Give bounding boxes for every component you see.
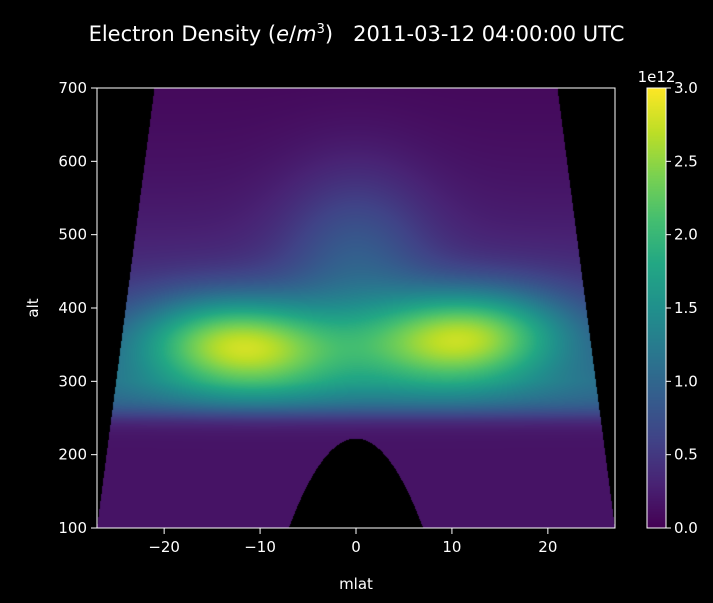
x-tick-label: 20 [538,538,557,556]
colorbar-ticks: 0.0 0.5 1.0 1.5 2.0 2.5 3.0 [666,79,698,537]
x-tick-label: −10 [244,538,276,556]
colorbar-tick-label: 3.0 [674,79,698,97]
colorbar-tick-label: 1.5 [674,299,698,317]
colorbar-tick-label: 2.5 [674,152,698,170]
y-tick-label: 200 [58,446,87,464]
colorbar-tick-label: 1.0 [674,372,698,390]
colorbar-multiplier: 1e12 [638,68,676,86]
y-tick-label: 500 [58,226,87,244]
colorbar-tick-label: 0.5 [674,446,698,464]
y-axis-label: alt [24,298,42,317]
y-tick-label: 700 [58,79,87,97]
y-tick-label: 400 [58,299,87,317]
x-tick-label: 0 [351,538,361,556]
density-heatmap [97,88,615,528]
y-tick-label: 600 [58,152,87,170]
x-axis-ticks: −20 −10 0 10 20 [148,528,557,556]
colorbar-gradient [647,88,666,528]
colorbar-tick-label: 2.0 [674,226,698,244]
y-tick-label: 300 [58,372,87,390]
chart-title: Electron Density (e/m3) 2011-03-12 04:00… [88,22,625,46]
y-axis-ticks: 100 200 300 400 500 600 700 [58,79,97,537]
x-tick-label: 10 [442,538,461,556]
x-tick-label: −20 [148,538,180,556]
y-tick-label: 100 [58,519,87,537]
colorbar-tick-label: 0.0 [674,519,698,537]
x-axis-label: mlat [339,575,373,593]
